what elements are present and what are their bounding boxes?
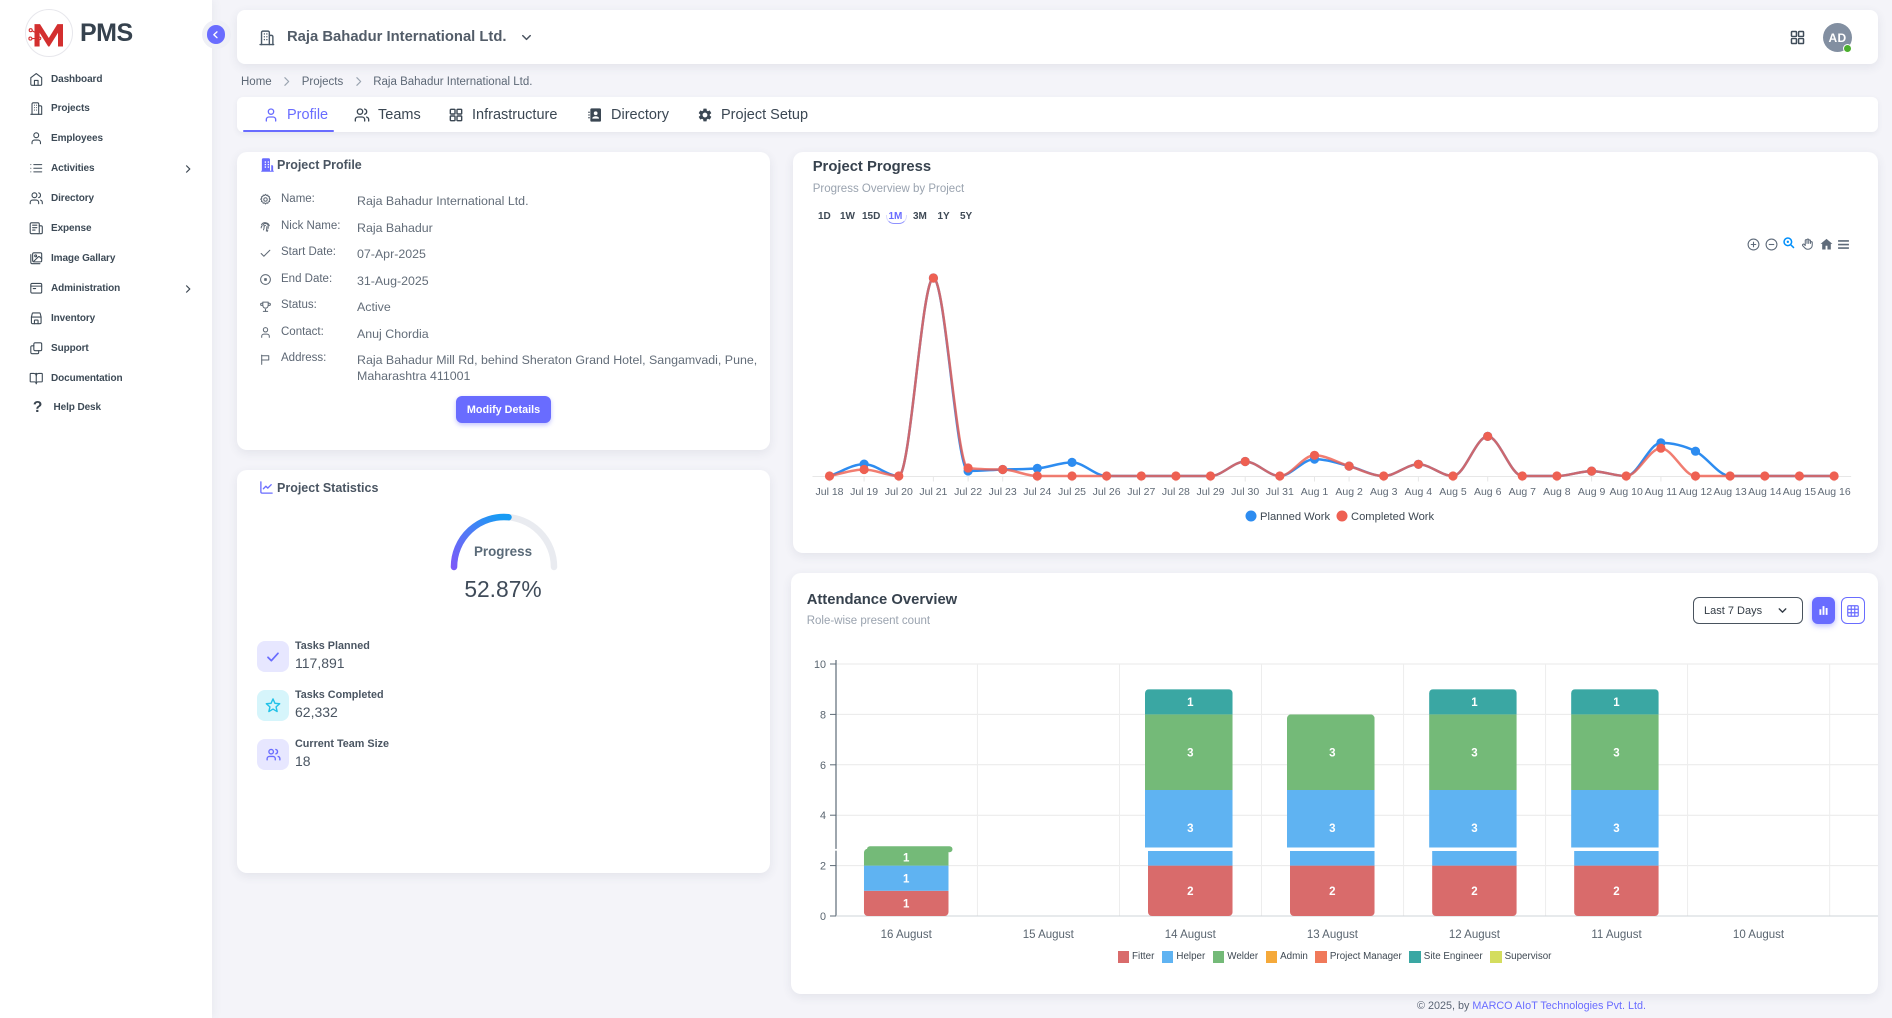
svg-text:2: 2 [820,861,826,873]
svg-text:Jul 21: Jul 21 [919,486,947,498]
svg-text:Jul 24: Jul 24 [1023,486,1051,498]
svg-text:1: 1 [903,852,910,864]
svg-text:Jul 25: Jul 25 [1058,486,1086,498]
svg-text:Jul 20: Jul 20 [885,486,913,498]
svg-text:Aug 8: Aug 8 [1543,486,1571,498]
svg-text:16 August: 16 August [881,929,933,941]
svg-text:3: 3 [1613,823,1619,835]
svg-text:Aug 5: Aug 5 [1439,486,1467,498]
svg-text:3: 3 [1613,747,1619,759]
svg-text:Aug 11: Aug 11 [1645,486,1678,498]
svg-text:2: 2 [1471,886,1477,898]
svg-text:Aug 7: Aug 7 [1509,486,1537,498]
svg-text:Jul 28: Jul 28 [1162,486,1190,498]
svg-text:Aug 14: Aug 14 [1748,486,1781,498]
svg-text:Jul 22: Jul 22 [954,486,982,498]
svg-text:Aug 15: Aug 15 [1783,486,1816,498]
svg-text:1: 1 [1471,697,1478,709]
svg-text:10 August: 10 August [1733,929,1785,941]
svg-text:1: 1 [903,873,910,885]
svg-text:Aug 10: Aug 10 [1610,486,1643,498]
svg-text:1: 1 [903,899,910,911]
svg-text:Aug 13: Aug 13 [1713,486,1746,498]
svg-text:3: 3 [1471,823,1477,835]
svg-text:6: 6 [820,760,826,772]
svg-text:Jul 19: Jul 19 [850,486,878,498]
svg-text:13 August: 13 August [1307,929,1359,941]
svg-text:Jul 18: Jul 18 [815,486,843,498]
svg-text:Completed Work: Completed Work [1351,511,1435,523]
svg-text:Jul 31: Jul 31 [1266,486,1294,498]
svg-text:0: 0 [820,911,826,923]
svg-text:Aug 3: Aug 3 [1370,486,1398,498]
svg-text:Jul 29: Jul 29 [1196,486,1224,498]
svg-text:1: 1 [1187,697,1194,709]
svg-text:Jul 23: Jul 23 [989,486,1017,498]
svg-text:3: 3 [1187,823,1193,835]
svg-text:10: 10 [814,659,826,671]
svg-text:2: 2 [1613,886,1619,898]
svg-text:3: 3 [1187,747,1193,759]
svg-text:Jul 26: Jul 26 [1093,486,1121,498]
svg-text:14 August: 14 August [1165,929,1217,941]
svg-text:Planned Work: Planned Work [1260,511,1330,523]
svg-text:3: 3 [1471,747,1477,759]
svg-text:2: 2 [1329,886,1335,898]
svg-text:3: 3 [1329,823,1335,835]
svg-text:Aug 12: Aug 12 [1679,486,1712,498]
svg-text:Aug 16: Aug 16 [1817,486,1850,498]
svg-text:8: 8 [820,709,826,721]
svg-text:1: 1 [1613,697,1620,709]
svg-text:15 August: 15 August [1023,929,1075,941]
svg-text:3: 3 [1329,747,1335,759]
svg-text:Aug 1: Aug 1 [1301,486,1329,498]
svg-text:11 August: 11 August [1591,929,1642,941]
svg-text:Jul 27: Jul 27 [1127,486,1155,498]
svg-text:Aug 4: Aug 4 [1405,486,1433,498]
svg-text:Aug 2: Aug 2 [1335,486,1363,498]
svg-text:2: 2 [1187,886,1193,898]
svg-text:Aug 6: Aug 6 [1474,486,1502,498]
svg-text:Aug 9: Aug 9 [1578,486,1606,498]
svg-text:4: 4 [820,810,826,822]
svg-text:12 August: 12 August [1449,929,1501,941]
svg-text:Jul 30: Jul 30 [1231,486,1259,498]
